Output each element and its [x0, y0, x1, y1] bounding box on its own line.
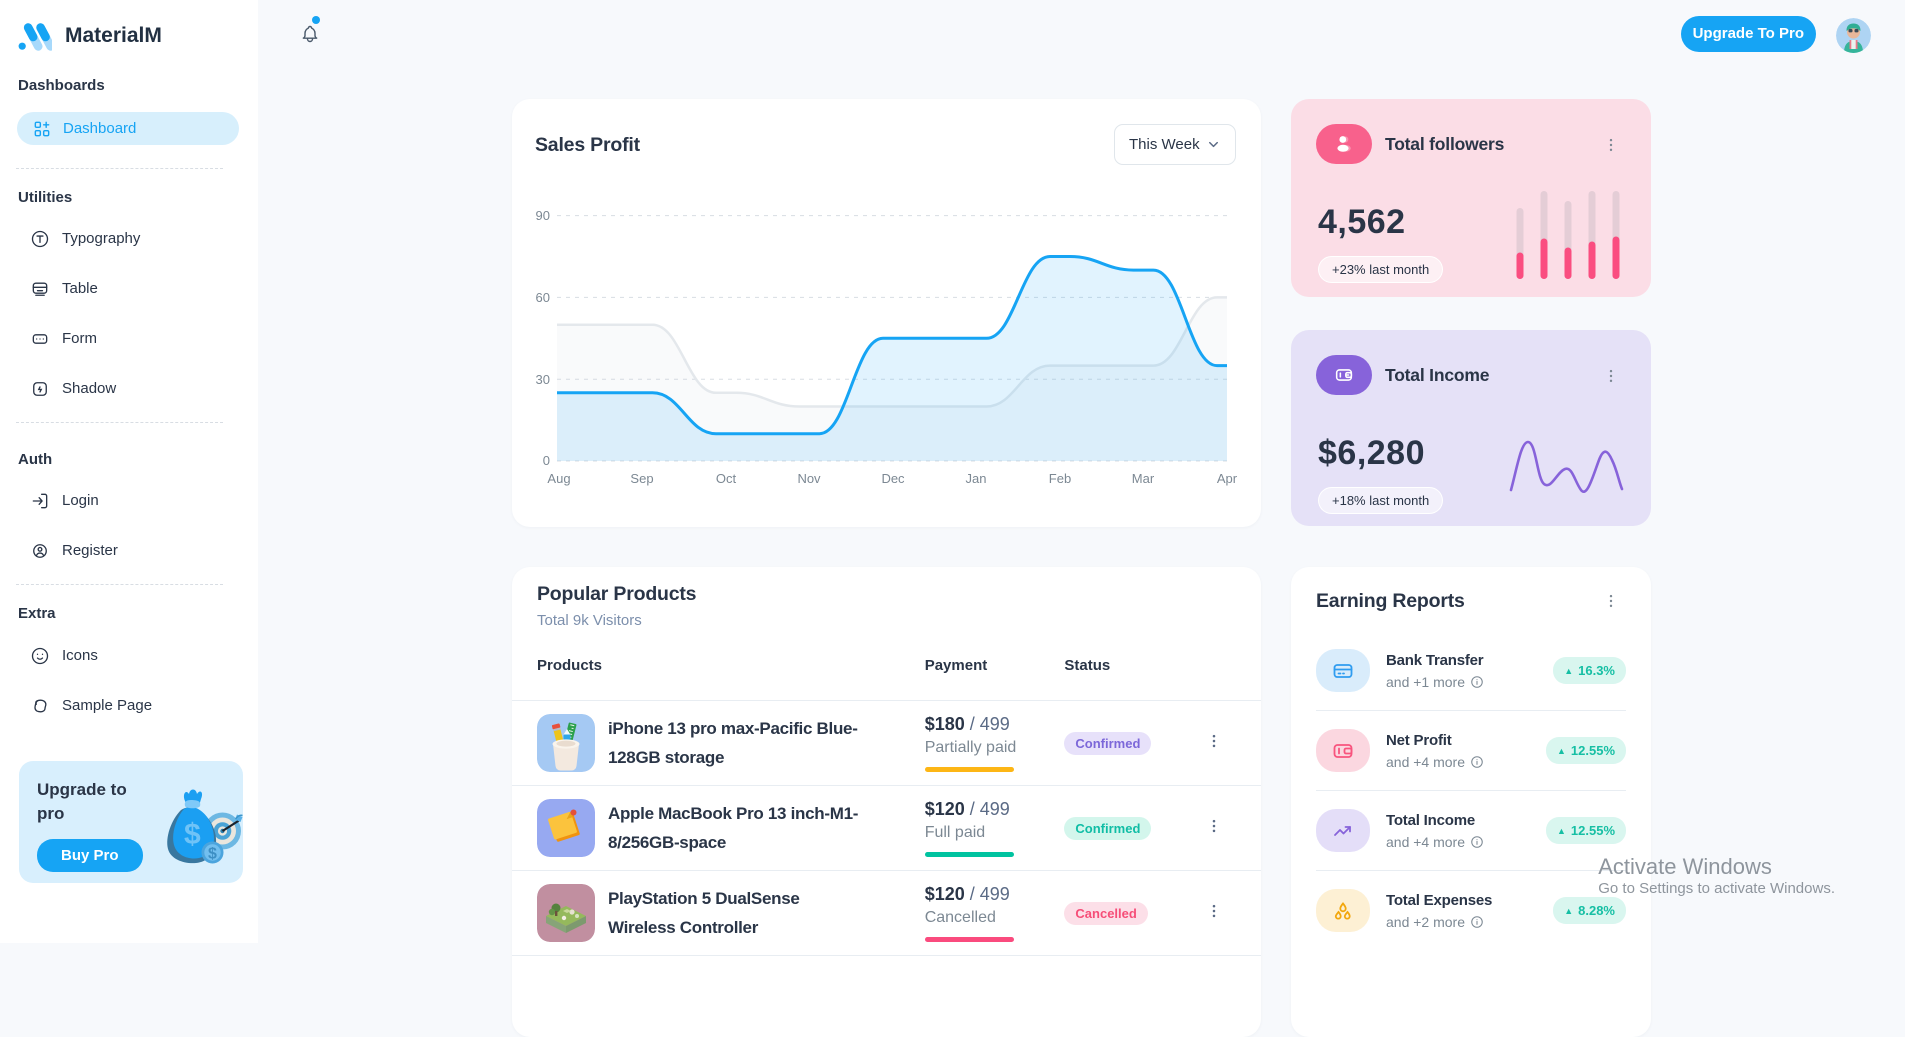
svg-text:90: 90: [536, 208, 550, 223]
svg-text:$: $: [184, 818, 201, 851]
svg-text:Dec: Dec: [881, 471, 905, 486]
svg-text:Mar: Mar: [1132, 471, 1155, 486]
svg-text:Jan: Jan: [966, 471, 987, 486]
svg-text:Sep: Sep: [630, 471, 653, 486]
svg-text:30: 30: [536, 372, 550, 387]
svg-text:0: 0: [543, 453, 550, 468]
svg-text:Aug: Aug: [547, 471, 570, 486]
svg-text:Apr: Apr: [1217, 471, 1238, 486]
svg-text:60: 60: [536, 290, 550, 305]
svg-text:Oct: Oct: [716, 471, 737, 486]
svg-text:Feb: Feb: [1049, 471, 1071, 486]
svg-text:Nov: Nov: [797, 471, 821, 486]
svg-text:$: $: [208, 846, 217, 863]
